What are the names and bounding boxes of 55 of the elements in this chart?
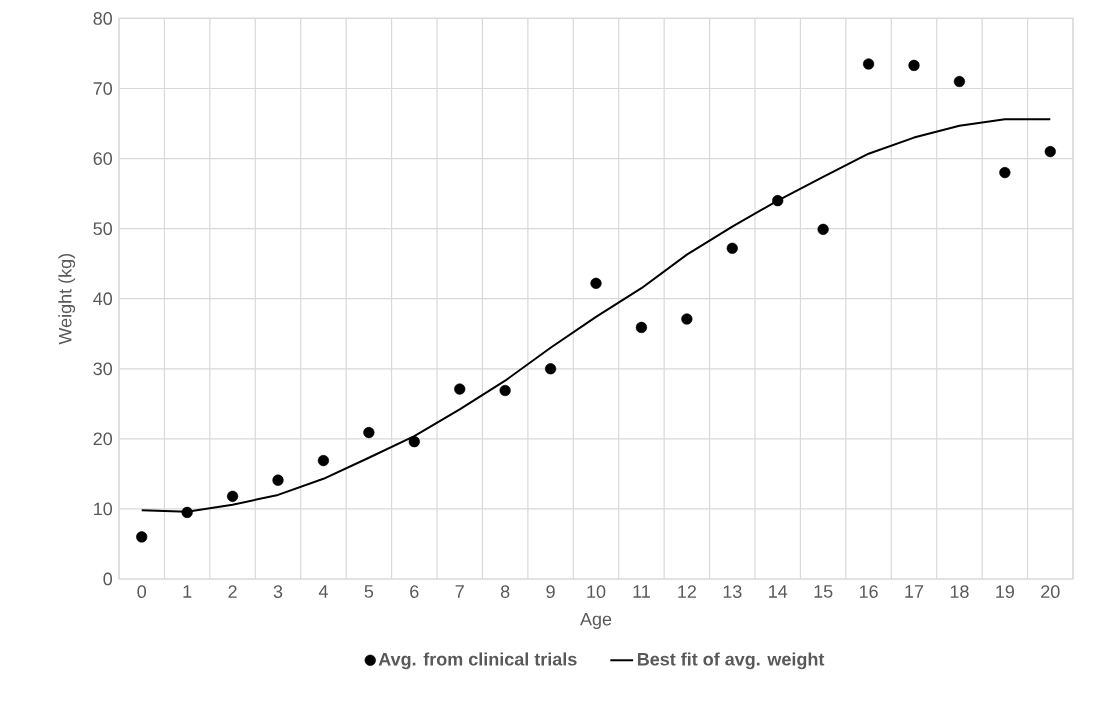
x-tick-label: 20	[1041, 585, 1060, 598]
x-tick-label: 10	[587, 585, 606, 598]
point	[817, 223, 829, 235]
legend-label: Avg. from clinical trials	[378, 652, 577, 670]
y-tick-label: 40	[93, 292, 113, 306]
point	[408, 436, 420, 448]
point	[1044, 145, 1056, 158]
point	[862, 58, 875, 70]
point	[590, 277, 602, 289]
point	[226, 490, 239, 502]
x-tick-label: 16	[859, 585, 878, 598]
y-tick-label: 70	[93, 82, 113, 95]
point	[772, 195, 784, 207]
point	[681, 313, 693, 325]
point	[635, 321, 648, 334]
point	[136, 531, 148, 543]
x-tick-label: 3	[273, 585, 283, 598]
x-tick-label: 4	[318, 585, 328, 598]
x-axis-title: Age	[580, 612, 612, 630]
y-tick-label: 30	[93, 362, 113, 376]
x-tick-label: 0	[137, 585, 147, 598]
x-tick-label: 15	[814, 585, 833, 598]
y-tick-label: 10	[94, 502, 113, 516]
x-tick-label: 2	[228, 585, 237, 598]
legend-label: Best fit of avg. weight	[637, 652, 825, 670]
x-tick-label: 9	[546, 585, 555, 598]
x-tick-label: 5	[364, 585, 374, 598]
y-tick-label: 60	[93, 152, 113, 165]
point	[499, 384, 511, 397]
y-axis-title: Weight (kg)	[58, 254, 76, 345]
y-tick-label: 0	[103, 572, 113, 586]
x-tick-label: 1	[183, 585, 192, 598]
x-tick-label: 18	[950, 585, 969, 598]
x-tick-label: 11	[633, 585, 650, 598]
x-tick-label: 17	[905, 585, 924, 598]
x-tick-label: 12	[678, 585, 696, 598]
x-tick-label: 7	[455, 585, 464, 598]
x-tick-label: 6	[410, 585, 419, 598]
point	[544, 363, 557, 375]
y-tick-label: 80	[93, 12, 113, 25]
point	[953, 75, 966, 88]
point	[363, 426, 375, 439]
point	[317, 454, 330, 467]
point	[726, 242, 738, 254]
point	[908, 59, 920, 72]
point	[999, 167, 1011, 179]
y-tick-label: 50	[93, 222, 113, 236]
x-tick-label: 14	[769, 585, 788, 598]
point	[454, 383, 466, 395]
x-tick-label: 19	[996, 585, 1015, 598]
point	[272, 474, 284, 486]
point	[181, 506, 193, 519]
x-tick-label: 8	[500, 585, 510, 598]
x-tick-label: 13	[723, 585, 742, 598]
y-tick-label: 20	[93, 432, 113, 446]
